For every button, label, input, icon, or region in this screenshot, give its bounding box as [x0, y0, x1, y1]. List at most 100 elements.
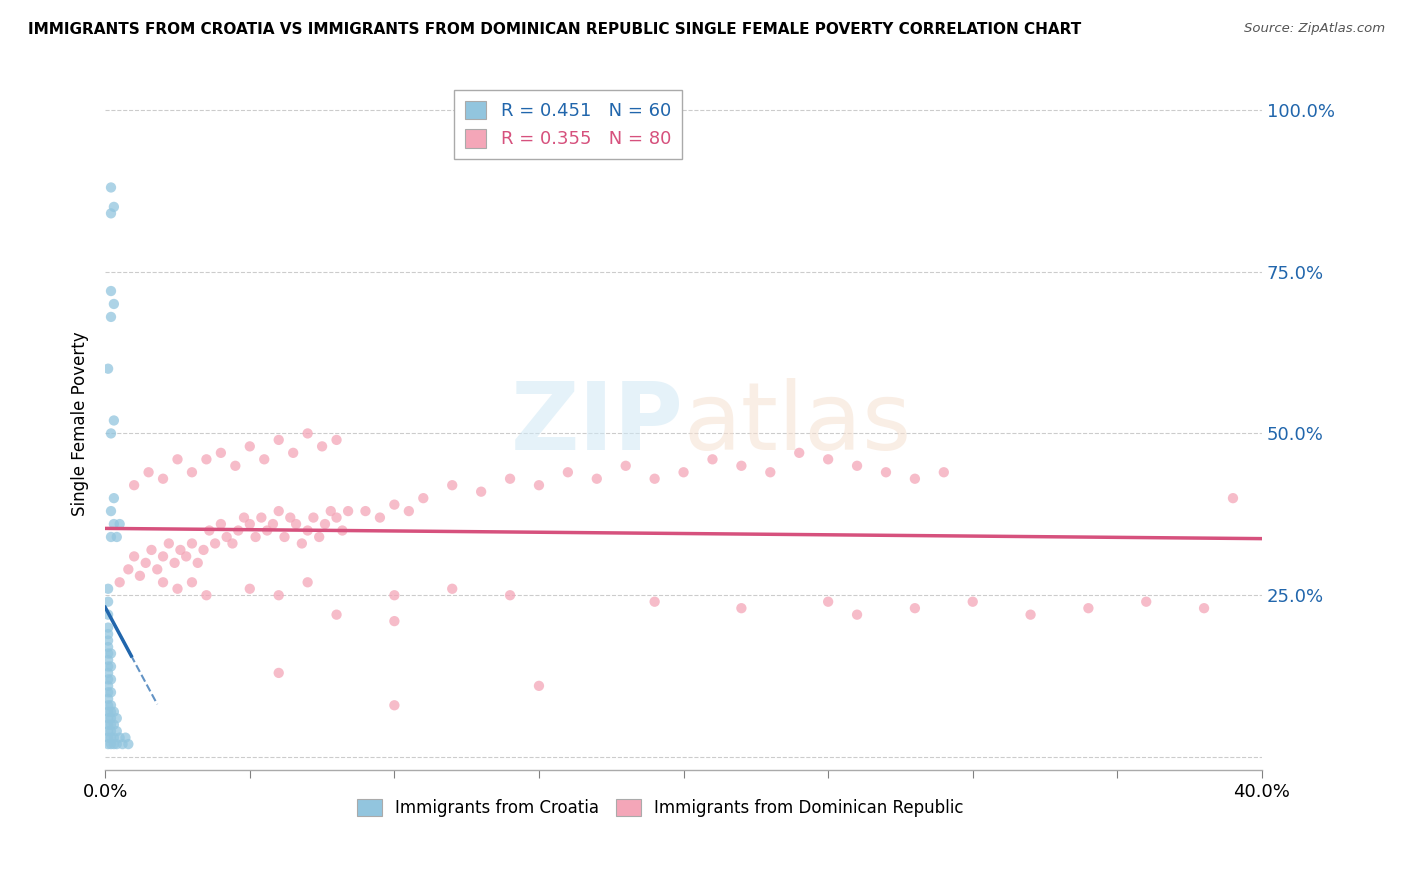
Point	[267, 433, 290, 447]
Point	[100, 530, 122, 544]
Point	[100, 180, 122, 194]
Point	[103, 737, 125, 751]
Point	[166, 582, 188, 596]
Point	[97, 731, 120, 745]
Point	[100, 504, 122, 518]
Point	[97, 665, 120, 680]
Point	[135, 556, 157, 570]
Point	[239, 516, 262, 531]
Point	[97, 633, 120, 648]
Point	[759, 465, 782, 479]
Point	[557, 465, 579, 479]
Text: ZIP: ZIP	[510, 377, 683, 470]
Point	[1077, 601, 1099, 615]
Point	[97, 621, 120, 635]
Point	[100, 717, 122, 731]
Point	[152, 549, 174, 564]
Point	[111, 737, 134, 751]
Point	[97, 653, 120, 667]
Point	[100, 711, 122, 725]
Point	[100, 659, 122, 673]
Point	[962, 595, 984, 609]
Point	[672, 465, 695, 479]
Point	[278, 510, 301, 524]
Point	[730, 458, 752, 473]
Point	[138, 465, 160, 479]
Point	[100, 698, 122, 713]
Point	[103, 516, 125, 531]
Point	[100, 731, 122, 745]
Point	[97, 711, 120, 725]
Point	[209, 446, 232, 460]
Point	[368, 510, 391, 524]
Point	[152, 472, 174, 486]
Point	[267, 504, 290, 518]
Point	[787, 446, 810, 460]
Point	[273, 530, 295, 544]
Point	[97, 647, 120, 661]
Point	[100, 284, 122, 298]
Point	[846, 607, 869, 622]
Point	[932, 465, 955, 479]
Point	[325, 607, 347, 622]
Point	[103, 731, 125, 745]
Point	[644, 472, 666, 486]
Point	[97, 724, 120, 739]
Point	[226, 524, 249, 538]
Point	[105, 737, 128, 751]
Point	[239, 439, 262, 453]
Point	[105, 724, 128, 739]
Point	[117, 737, 139, 751]
Point	[1135, 595, 1157, 609]
Point	[215, 530, 238, 544]
Point	[441, 582, 464, 596]
Point	[209, 516, 232, 531]
Point	[187, 556, 209, 570]
Point	[97, 673, 120, 687]
Point	[103, 491, 125, 505]
Point	[117, 562, 139, 576]
Point	[193, 543, 215, 558]
Text: atlas: atlas	[683, 377, 912, 470]
Point	[354, 504, 377, 518]
Point	[97, 705, 120, 719]
Point	[262, 516, 284, 531]
Point	[245, 530, 267, 544]
Point	[97, 659, 120, 673]
Point	[97, 685, 120, 699]
Point	[103, 717, 125, 731]
Point	[108, 575, 131, 590]
Point	[256, 524, 278, 538]
Point	[470, 484, 492, 499]
Point	[97, 582, 120, 596]
Point	[302, 510, 325, 524]
Point	[166, 452, 188, 467]
Point	[291, 536, 314, 550]
Point	[267, 588, 290, 602]
Point	[319, 504, 342, 518]
Point	[146, 562, 169, 576]
Point	[97, 640, 120, 654]
Point	[527, 679, 550, 693]
Point	[297, 426, 319, 441]
Point	[384, 698, 406, 713]
Point	[141, 543, 163, 558]
Point	[337, 504, 360, 518]
Point	[100, 685, 122, 699]
Point	[325, 433, 347, 447]
Point	[499, 588, 522, 602]
Point	[97, 361, 120, 376]
Point	[412, 491, 434, 505]
Point	[311, 439, 333, 453]
Point	[105, 530, 128, 544]
Point	[195, 588, 218, 602]
Point	[100, 705, 122, 719]
Point	[100, 724, 122, 739]
Point	[297, 575, 319, 590]
Point	[904, 601, 927, 615]
Point	[283, 446, 305, 460]
Point	[1019, 607, 1042, 622]
Point	[330, 524, 353, 538]
Point	[97, 737, 120, 751]
Point	[846, 458, 869, 473]
